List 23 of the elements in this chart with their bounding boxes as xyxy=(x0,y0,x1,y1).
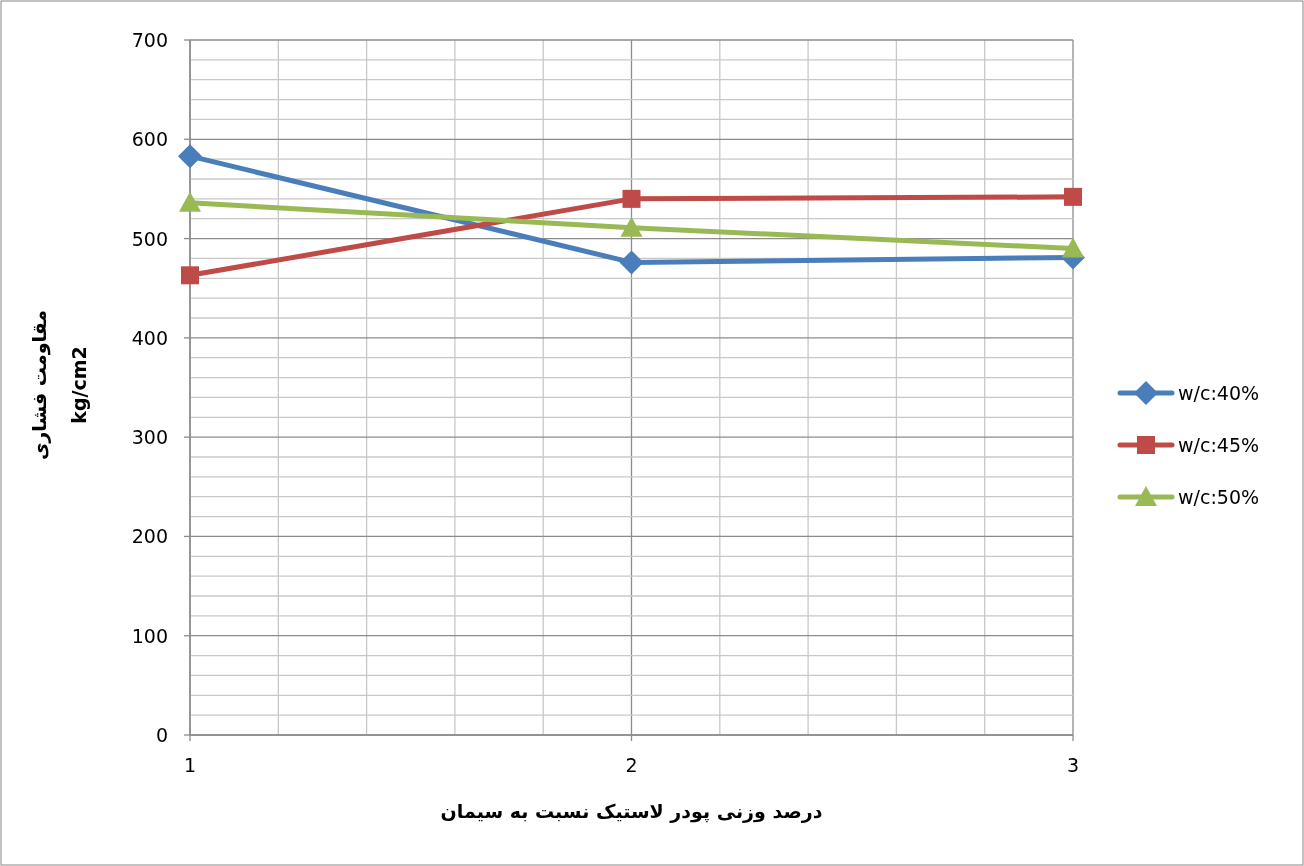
y-tick-label: 500 xyxy=(131,227,168,250)
y-tick-label: 700 xyxy=(131,29,168,51)
y-tick-label: 300 xyxy=(131,426,168,449)
y-tick-label: 200 xyxy=(131,525,168,548)
x-axis-title: درصد وزنی پودر لاستیک نسبت به سیمان xyxy=(440,800,823,823)
y-tick-label: 0 xyxy=(155,724,168,746)
legend-label: w/c:40% xyxy=(1178,382,1260,404)
x-tick-label: 2 xyxy=(625,754,638,776)
y-tick-label: 400 xyxy=(131,326,168,349)
legend-label: w/c:45% xyxy=(1178,434,1260,456)
point xyxy=(1062,237,1084,258)
point xyxy=(181,266,199,285)
point xyxy=(1064,187,1082,206)
point xyxy=(179,191,201,212)
x-tick-label: 3 xyxy=(1066,754,1080,776)
point xyxy=(622,189,641,208)
y-tick-label: 600 xyxy=(131,128,168,151)
point xyxy=(620,216,643,237)
legend-label: w/c:50% xyxy=(1178,486,1260,508)
point xyxy=(619,250,644,275)
y-tick-label: 100 xyxy=(131,624,168,647)
point xyxy=(178,144,202,169)
x-tick-label: 1 xyxy=(183,754,197,776)
